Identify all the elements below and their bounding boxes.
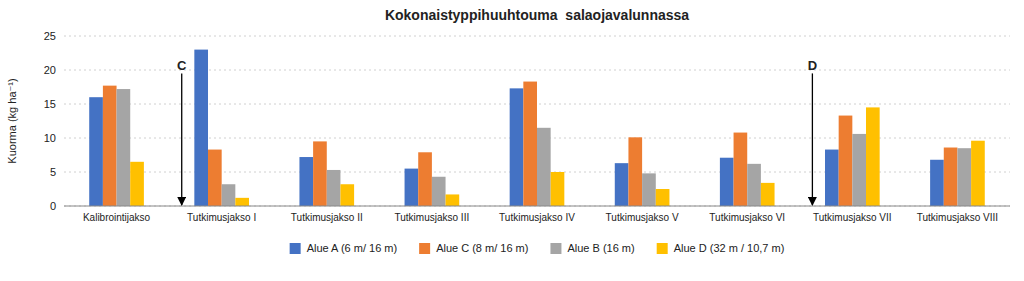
legend-label: Alue B (16 m): [567, 242, 634, 254]
bar: [866, 107, 880, 206]
legend-item: Alue D (32 m / 10,7 m): [657, 242, 785, 254]
bar: [852, 134, 866, 206]
annotation-arrow: [812, 73, 813, 205]
legend-swatch: [290, 243, 301, 254]
bar: [551, 172, 565, 206]
legend-swatch: [419, 243, 430, 254]
y-tick-label: 5: [50, 166, 56, 178]
legend-label: Alue A (6 m/ 16 m): [307, 242, 397, 254]
bar: [89, 97, 103, 206]
bar: [628, 137, 642, 206]
bars: [89, 50, 985, 206]
bar: [615, 163, 629, 206]
legend-label: Alue D (32 m / 10,7 m): [674, 242, 785, 254]
title: Kokonaistyppihuuhtouma salaojavalunnassa: [385, 7, 689, 23]
annotation: C: [177, 58, 187, 73]
x-tick-label: Tutkimusjakso II: [291, 212, 363, 223]
bar: [432, 177, 446, 206]
bar: [720, 158, 734, 206]
x-axis-line: [64, 206, 1010, 207]
x-tick-label: Kalibrointijakso: [83, 212, 151, 223]
bar: [446, 194, 460, 206]
bar: [930, 160, 944, 206]
bar: [235, 198, 249, 206]
bar: [839, 116, 853, 206]
bar: [405, 169, 419, 206]
bar: [194, 50, 208, 206]
grid-line: [64, 36, 1010, 37]
legend-item: Alue B (16 m): [550, 242, 634, 254]
annotation-arrow: [181, 73, 182, 205]
x-tick-label: Tutkimusjakso VII: [813, 212, 892, 223]
y-tick-label: 0: [50, 200, 56, 212]
legend-swatch: [550, 243, 561, 254]
x-tick-label: Tutkimusjakso IV: [499, 212, 575, 223]
bar: [103, 86, 117, 206]
x-tick-label: Tutkimusjakso VI: [709, 212, 785, 223]
grid: [64, 36, 1010, 206]
bar: [523, 82, 537, 206]
y-tick-label: 10: [44, 132, 56, 144]
y-tick-label: 15: [44, 98, 56, 110]
annotation: D: [808, 58, 817, 73]
bar: [944, 148, 958, 206]
y-tick-label: 20: [44, 64, 56, 76]
bar: [340, 184, 354, 206]
bar: [327, 170, 341, 206]
grid-line: [64, 206, 1010, 207]
bar: [642, 173, 656, 206]
bar: [656, 189, 670, 206]
y-axis-label: Kuorma (kg ha⁻¹): [6, 78, 18, 163]
bar: [130, 162, 144, 206]
legend-item: Alue A (6 m/ 16 m): [290, 242, 397, 254]
bar: [418, 152, 432, 206]
legend-item: Alue C (8 m/ 16 m): [419, 242, 528, 254]
bar: [761, 183, 775, 206]
bar: [313, 141, 327, 206]
x-tick-label: Tutkimusjakso I: [187, 212, 256, 223]
bar: [537, 128, 551, 206]
bar: [299, 157, 313, 206]
x-tick-label: Tutkimusjakso III: [395, 212, 470, 223]
bar: [510, 88, 524, 206]
chart: Kokonaistyppihuuhtouma salaojavalunnassa…: [0, 0, 1024, 281]
y-tick-label: 25: [44, 30, 56, 42]
bar: [825, 150, 839, 206]
x-tick-label: Tutkimusjakso V: [606, 212, 679, 223]
bar: [208, 150, 222, 206]
bar: [747, 164, 761, 206]
legend-label: Alue C (8 m/ 16 m): [436, 242, 528, 254]
legend: Alue A (6 m/ 16 m) Alue C (8 m/ 16 m) Alue…: [290, 242, 785, 254]
legend-swatch: [657, 243, 668, 254]
bar: [957, 148, 971, 206]
bar: [734, 133, 748, 206]
bar: [117, 89, 131, 206]
x-tick-label: Tutkimusjakso VIII: [917, 212, 998, 223]
bar: [222, 184, 236, 206]
bar: [971, 141, 985, 206]
